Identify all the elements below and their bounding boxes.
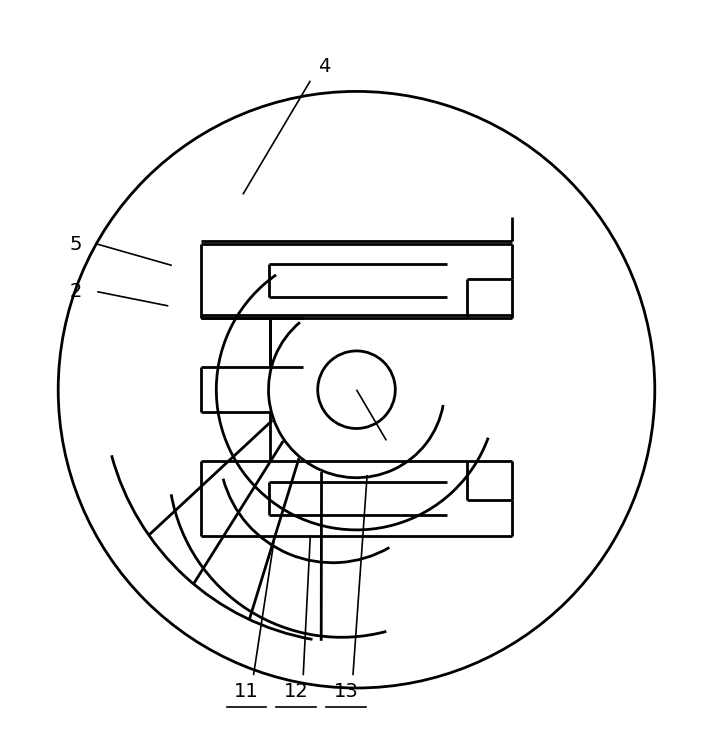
Text: 4: 4 xyxy=(318,57,331,76)
Text: 11: 11 xyxy=(234,682,259,701)
Text: 2: 2 xyxy=(70,282,82,301)
Text: 5: 5 xyxy=(70,234,82,254)
Text: 13: 13 xyxy=(334,682,358,701)
Text: 12: 12 xyxy=(284,682,309,701)
